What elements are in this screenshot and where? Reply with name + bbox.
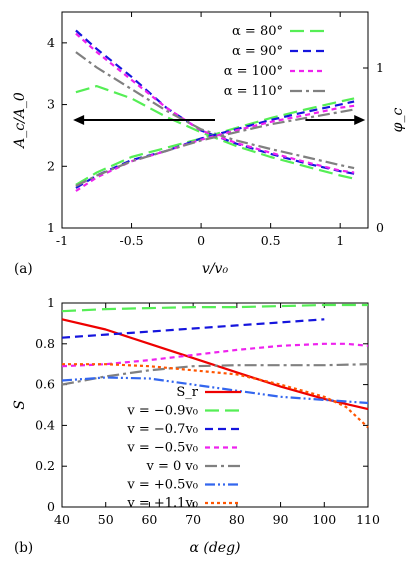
arrow-head-left	[73, 115, 85, 125]
series-line-4	[75, 97, 355, 186]
y-tick-label: 0	[47, 499, 55, 514]
x-tick-label: 90	[273, 512, 289, 527]
x-tick-label: -1	[56, 233, 68, 248]
x-tick-label: 40	[54, 512, 70, 527]
y-tick-label: 1	[47, 295, 55, 310]
legend-label: S_r	[176, 385, 198, 400]
y2-axis-title-a: φ_c	[390, 108, 406, 133]
x-tick-label: 0.5	[261, 233, 281, 248]
arrow-head-right	[354, 115, 366, 125]
y2-tick-label: 0	[376, 220, 384, 235]
series-line-6	[75, 104, 355, 192]
series-line-4	[61, 363, 369, 386]
series-group-a	[75, 29, 355, 192]
series-line-6	[62, 363, 369, 429]
x-axis-title-b: α (deg)	[189, 540, 240, 556]
y-tick-label: 2	[47, 158, 55, 173]
series-line-2	[75, 32, 355, 174]
y-tick-label: 3	[47, 97, 55, 112]
y-tick-label: 0.6	[35, 377, 55, 392]
y-tick-label: 0.8	[35, 336, 55, 351]
arrows-a	[73, 115, 366, 125]
panel-label-b: (b)	[14, 540, 33, 556]
ticks-b: 40 50 60 70 80 90 100 110 0 0.2 0.4 0.6 0.8 1	[35, 295, 380, 527]
x-tick-label: 70	[185, 512, 201, 527]
x-tick-label: 1	[336, 233, 344, 248]
series-line-3	[61, 342, 369, 368]
y-tick-label: 1	[47, 220, 55, 235]
legend-label: α = 100°	[224, 64, 283, 79]
panel-label-a: (a)	[14, 261, 33, 277]
legend-label: v = +1.1v₀	[126, 496, 198, 511]
x-tick-label: 0	[197, 233, 205, 248]
y-tick-label: 0.4	[35, 417, 55, 432]
x-tick-label: 80	[229, 512, 245, 527]
x-tick-label: 60	[141, 512, 157, 527]
series-line-0	[75, 84, 355, 180]
y-axis-title-a: A_c/A_0	[12, 92, 28, 150]
legend-label: v = −0.5v₀	[126, 441, 198, 456]
series-line-2	[61, 318, 325, 339]
legend-label: v = −0.9v₀	[126, 404, 198, 419]
legend-label: v = +0.5v₀	[126, 478, 198, 493]
legend-b: S_rv = −0.9v₀ v = −0.7v₀ v = −0.5v₀ v = 0 v…	[126, 385, 241, 511]
ticks-a: -1 -0.5 0 0.5 1 1 2 3 4 0 1	[47, 12, 384, 248]
series-line-1	[75, 29, 355, 175]
y2-tick-label: 1	[376, 60, 384, 75]
plot-frame-b	[61, 302, 369, 508]
chart-panel-a: -1 -0.5 0 0.5 1 1 2 3 4 0 1 α = 80° α = 90° α = 100°…	[12, 11, 406, 277]
y-axis-title-b: S	[12, 400, 28, 410]
y-tick-label: 0.2	[35, 458, 55, 473]
x-axis-title-a: v/v₀	[202, 261, 229, 277]
y-tick-label: 4	[47, 35, 55, 50]
x-tick-label: 110	[356, 512, 380, 527]
series-line-7	[75, 108, 355, 187]
plot-frame-a	[61, 11, 369, 229]
x-tick-label: 50	[98, 512, 114, 527]
legend-label: α = 110°	[224, 84, 283, 99]
legend-label: α = 80°	[232, 24, 283, 39]
series-line-1	[61, 303, 368, 313]
series-group-b	[61, 303, 369, 429]
x-tick-label: -0.5	[119, 233, 143, 248]
legend-label: v = −0.7v₀	[126, 422, 198, 437]
chart-panel-b: 40 50 60 70 80 90 100 110 0 0.2 0.4 0.6 0.8 1 S_rv = …	[12, 295, 380, 556]
legend-a: α = 80° α = 90° α = 100° α = 110°	[224, 24, 326, 99]
series-line-5	[75, 100, 355, 189]
legend-label: α = 90°	[232, 44, 283, 59]
series-line-5	[61, 376, 369, 405]
legend-label: v = 0 v₀	[146, 459, 198, 474]
x-tick-label: 100	[312, 512, 336, 527]
